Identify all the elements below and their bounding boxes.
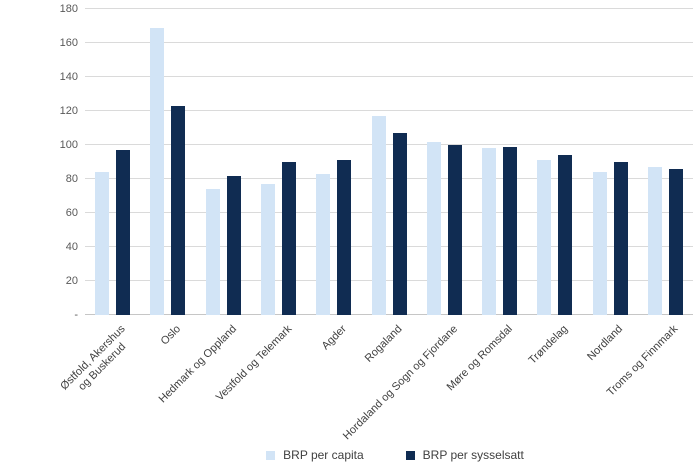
y-tick-label: 160 (59, 37, 78, 49)
bar-group (482, 9, 518, 315)
bar-group (150, 9, 186, 315)
x-axis-line (85, 314, 693, 315)
bar-group (205, 9, 241, 315)
bar-brp-per-capita (371, 116, 386, 315)
gridline (85, 42, 693, 43)
x-category-label: Rogaland (362, 323, 405, 365)
x-category-label: Østfold, Akershus og Buskerud (58, 323, 129, 394)
bar-brp-per-capita (426, 141, 441, 315)
y-tick-label: 60 (65, 207, 78, 219)
bar-group (647, 9, 683, 315)
y-tick-label: - (74, 309, 78, 321)
y-tick-label: 100 (59, 139, 78, 151)
gridline (85, 76, 693, 77)
bar-group (537, 9, 573, 315)
legend-swatch-icon (405, 450, 415, 460)
gridline (85, 110, 693, 111)
bar-brp-per-sysselsatt (447, 145, 462, 315)
gridline (85, 280, 693, 281)
x-category-label: Trøndelag (526, 323, 571, 367)
bar-brp-per-sysselsatt (281, 162, 296, 315)
bar-group (371, 9, 407, 315)
bar-brp-per-sysselsatt (558, 155, 573, 315)
bar-brp-per-capita (316, 173, 331, 315)
bar-brp-per-capita (482, 148, 497, 315)
x-category-label: Nordland (585, 323, 626, 364)
x-axis-labels: Østfold, Akershus og Buskerud Oslo Hedmark… (59, 318, 693, 442)
bar-brp-per-sysselsatt (503, 146, 518, 315)
y-tick-label: 80 (65, 173, 78, 185)
gridline (85, 144, 693, 145)
bar-group (592, 9, 628, 315)
bar-brp-per-sysselsatt (613, 162, 628, 315)
bar-brp-per-sysselsatt (116, 150, 131, 315)
bar-brp-per-sysselsatt (337, 160, 352, 315)
bar-group (426, 9, 462, 315)
x-category-label: Agder (319, 323, 350, 353)
gridline (85, 246, 693, 247)
bar-brp-per-capita (537, 160, 552, 315)
bar-brp-per-capita (150, 27, 165, 315)
y-tick-label: 180 (59, 3, 78, 15)
bar-brp-per-sysselsatt (226, 175, 241, 315)
legend-label: BRP per capita (283, 448, 364, 462)
bar-brp-per-capita (205, 189, 220, 315)
y-tick-label: 20 (65, 275, 78, 287)
y-axis-labels: 180 160 140 120 100 80 60 40 20 - (0, 0, 78, 330)
bar-brp-per-capita (95, 172, 110, 315)
legend: BRP per capita BRP per sysselsatt (45, 448, 700, 462)
gridline (85, 212, 693, 213)
bar-brp-per-capita (592, 172, 607, 315)
y-tick-label: 140 (59, 71, 78, 83)
bar-brp-per-sysselsatt (668, 168, 683, 315)
legend-label: BRP per sysselsatt (422, 448, 524, 462)
plot-area (85, 8, 693, 315)
bar-brp-per-capita (260, 184, 275, 315)
y-tick-label: 40 (65, 241, 78, 253)
x-category-label: Hordaland og Sogn og Fjordane (340, 323, 460, 443)
y-tick-label: 120 (59, 105, 78, 117)
legend-swatch-icon (266, 450, 276, 460)
legend-item: BRP per sysselsatt (405, 448, 524, 462)
bar-brp-per-sysselsatt (392, 133, 407, 315)
bar-brp-per-capita (647, 167, 662, 315)
gridline (85, 8, 693, 9)
gridline (85, 178, 693, 179)
bar-group (316, 9, 352, 315)
legend-item: BRP per capita (266, 448, 364, 462)
bar-group (95, 9, 131, 315)
bar-brp-per-sysselsatt (171, 105, 186, 315)
bar-group (260, 9, 296, 315)
x-category-label: Oslo (158, 323, 184, 348)
